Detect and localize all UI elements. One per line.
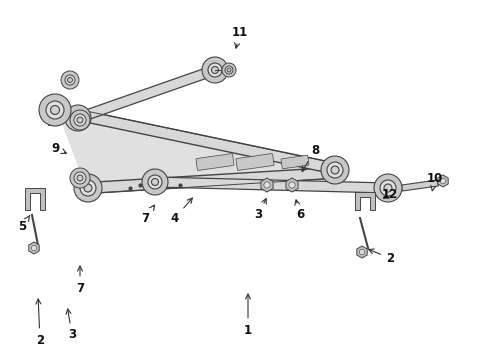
Polygon shape — [55, 104, 332, 194]
Polygon shape — [88, 167, 332, 193]
Circle shape — [74, 174, 102, 202]
Circle shape — [264, 182, 270, 188]
Circle shape — [71, 111, 85, 125]
Circle shape — [212, 67, 219, 73]
Polygon shape — [286, 178, 298, 192]
Circle shape — [39, 94, 71, 126]
Circle shape — [68, 77, 73, 82]
Text: 11: 11 — [232, 26, 248, 48]
Polygon shape — [76, 65, 217, 123]
Circle shape — [80, 180, 96, 196]
Circle shape — [74, 172, 86, 184]
Circle shape — [321, 156, 349, 184]
Circle shape — [31, 245, 37, 251]
Circle shape — [70, 110, 90, 130]
Circle shape — [46, 101, 64, 119]
Circle shape — [151, 179, 158, 185]
Circle shape — [70, 168, 90, 188]
Polygon shape — [402, 180, 439, 191]
Circle shape — [148, 175, 162, 189]
Circle shape — [202, 57, 228, 83]
Polygon shape — [438, 175, 448, 187]
Polygon shape — [355, 192, 375, 210]
Text: 8: 8 — [302, 144, 319, 172]
Circle shape — [331, 166, 339, 174]
Polygon shape — [357, 246, 367, 258]
Circle shape — [222, 63, 236, 77]
Text: 2: 2 — [369, 249, 394, 265]
Circle shape — [441, 178, 446, 184]
Text: 12: 12 — [382, 189, 398, 202]
Circle shape — [84, 184, 92, 192]
Text: 1: 1 — [244, 294, 252, 337]
Text: 2: 2 — [36, 299, 44, 346]
FancyBboxPatch shape — [281, 155, 309, 169]
Circle shape — [289, 182, 295, 188]
Circle shape — [74, 114, 81, 122]
Circle shape — [227, 68, 231, 72]
Text: 7: 7 — [76, 266, 84, 294]
Circle shape — [65, 105, 91, 131]
Polygon shape — [155, 177, 388, 193]
Circle shape — [208, 63, 222, 77]
Polygon shape — [48, 115, 58, 125]
Circle shape — [225, 66, 233, 74]
Text: 6: 6 — [295, 200, 304, 221]
Polygon shape — [29, 242, 39, 254]
Text: 3: 3 — [66, 309, 76, 342]
Circle shape — [380, 180, 396, 196]
Circle shape — [374, 174, 402, 202]
Circle shape — [74, 114, 86, 126]
Circle shape — [77, 175, 83, 181]
Polygon shape — [25, 188, 45, 210]
Text: 9: 9 — [51, 141, 66, 154]
Circle shape — [61, 71, 79, 89]
Text: 5: 5 — [18, 215, 30, 234]
Polygon shape — [54, 105, 333, 174]
Circle shape — [50, 105, 59, 114]
Circle shape — [384, 184, 392, 192]
Text: 7: 7 — [141, 205, 154, 225]
Text: 3: 3 — [254, 199, 266, 221]
Text: 4: 4 — [171, 198, 193, 225]
Polygon shape — [261, 178, 273, 192]
Circle shape — [77, 117, 83, 123]
Circle shape — [327, 162, 343, 178]
FancyBboxPatch shape — [196, 154, 234, 170]
Circle shape — [359, 249, 365, 255]
Text: 10: 10 — [427, 171, 443, 191]
FancyBboxPatch shape — [236, 154, 274, 170]
Circle shape — [65, 75, 75, 85]
Circle shape — [142, 169, 168, 195]
